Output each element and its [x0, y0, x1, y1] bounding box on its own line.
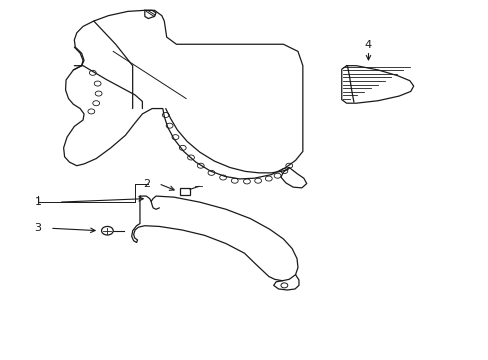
Text: 2: 2 — [142, 179, 149, 189]
Text: 4: 4 — [364, 40, 371, 50]
Text: 3: 3 — [34, 223, 41, 233]
Bar — [180, 188, 190, 195]
Text: 1: 1 — [34, 197, 41, 207]
